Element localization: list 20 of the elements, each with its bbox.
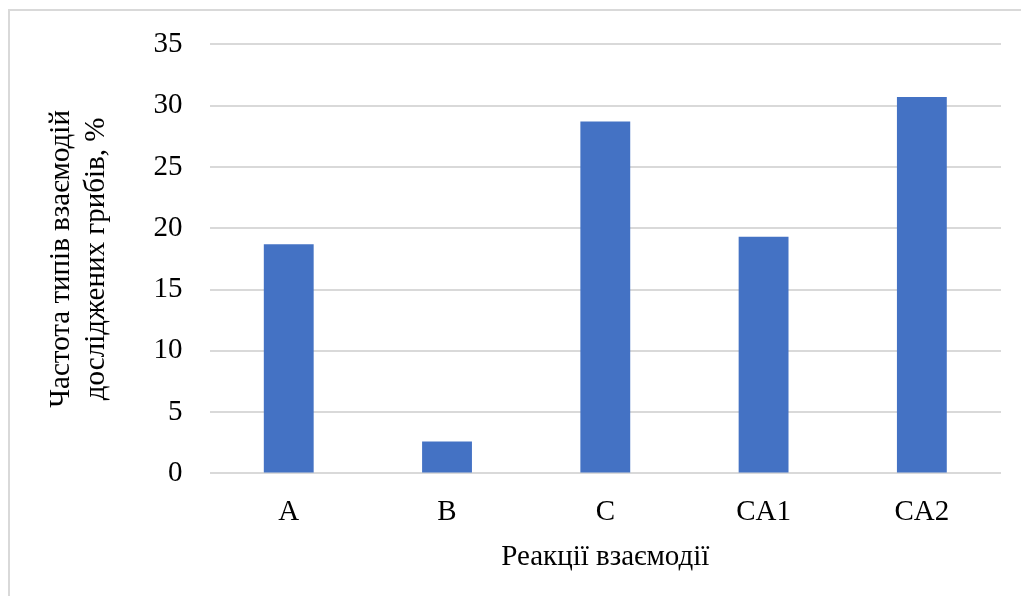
y-tick-label: 15 [153,271,183,304]
x-axis-title: Реакції взаємодії [501,539,710,572]
y-tick-label: 5 [168,393,183,426]
bar [263,244,314,473]
x-tick-label: B [437,494,457,527]
x-tick-label: CA2 [894,494,950,527]
bar [422,441,472,473]
y-tick-label: 20 [153,209,183,242]
bar [738,236,789,473]
y-tick-label: 25 [153,148,183,181]
bar [580,121,631,473]
x-tick-label: A [278,494,300,527]
x-tick-label: CA1 [736,494,791,527]
bar [896,97,947,473]
y-tick-label: 10 [153,332,183,365]
x-tick-label: C [595,494,615,527]
y-axis-title: Частота типів взаємодій досліджених грибів, % [43,110,110,408]
y-tick-label: 35 [153,26,183,59]
y-tick-label: 30 [153,87,183,120]
y-tick-label: 0 [168,455,183,488]
